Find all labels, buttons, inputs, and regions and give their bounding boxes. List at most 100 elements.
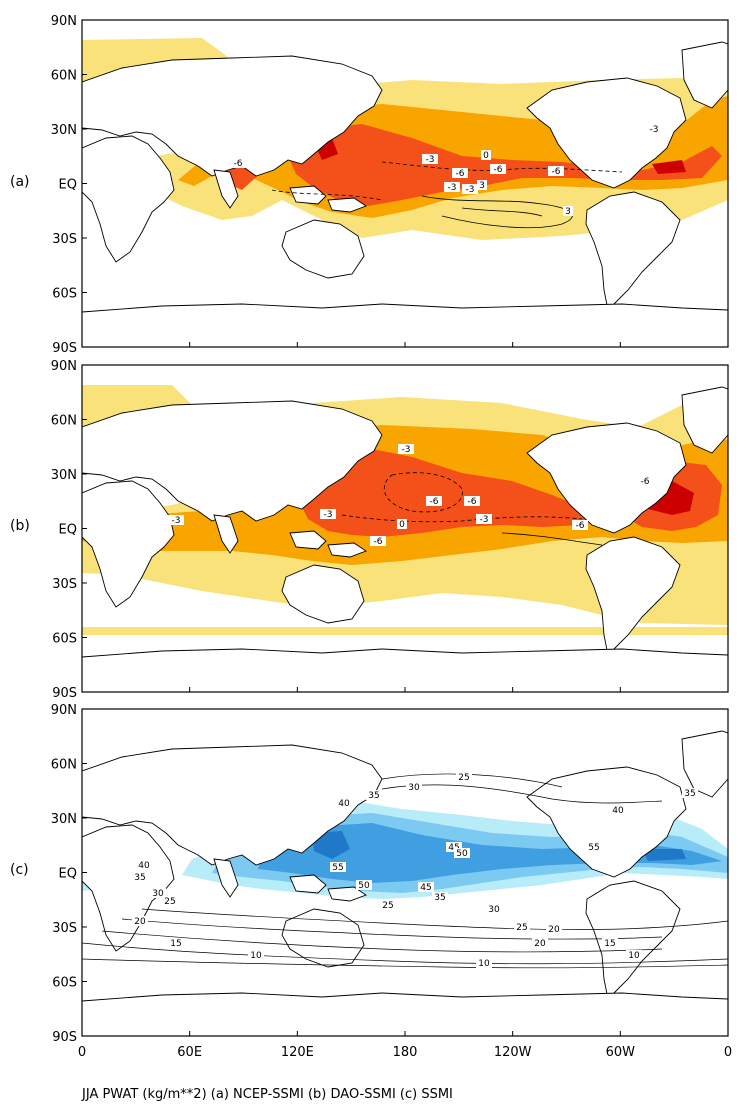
contour-label-bg	[610, 805, 626, 815]
panel-b-label: (b)	[10, 518, 30, 534]
contour-label: -6	[234, 159, 243, 169]
contour-label: 35	[368, 791, 379, 801]
contour-label: 20	[134, 917, 146, 927]
contour-label-bg	[320, 509, 336, 519]
contour-label-bg	[132, 872, 148, 882]
panel-b-contour-labels: -3-6 -6-6-3-3-3-6-60	[168, 444, 653, 547]
contour-label-bg	[397, 519, 407, 529]
contour-label-bg	[602, 938, 618, 948]
contour-label-bg	[336, 798, 352, 808]
contour-label: 3	[479, 181, 485, 191]
contour-label-bg	[230, 158, 246, 168]
lat-tick-label: 30N	[51, 123, 77, 138]
longitude-tick-labels: 0 60E 120E 180 120W 60W 0	[78, 342, 732, 1060]
contour-label-bg	[476, 514, 492, 524]
contour-label-bg	[418, 882, 434, 892]
contour-label: 25	[458, 773, 469, 783]
contour-label-bg	[572, 520, 588, 530]
contour-label: 30	[152, 889, 164, 899]
panel-c-contour-labels: 4035302545505540353025204550554035252015…	[132, 772, 698, 969]
contour-label: 40	[338, 799, 350, 809]
lat-tick-label: 30S	[52, 577, 77, 592]
lon-tick-label: 0	[724, 1045, 732, 1060]
contour-label-bg	[330, 862, 346, 872]
contour-label: -3	[480, 515, 489, 525]
lon-tick-label: 60E	[177, 1045, 202, 1060]
contour-label: 55	[588, 843, 599, 853]
contour-label-bg	[452, 168, 468, 178]
contour-label-bg	[426, 496, 442, 506]
contour-label: -3	[650, 125, 659, 135]
contour-label: -6	[494, 165, 503, 175]
contour-label-bg	[366, 790, 382, 800]
contour-label: 40	[612, 806, 624, 816]
panel-c-label: (c)	[10, 862, 29, 878]
contour-label: 25	[516, 923, 527, 933]
contour-label-bg	[486, 904, 502, 914]
contour-label: 10	[478, 959, 490, 969]
lon-tick-label: 120E	[281, 1045, 314, 1060]
lat-tick-label: 90N	[51, 703, 77, 718]
contour-label-bg	[398, 444, 414, 454]
contour-label-bg	[454, 848, 470, 858]
lon-tick-label: 60W	[606, 1045, 636, 1060]
contour-label-bg	[168, 515, 184, 525]
lat-tick-label: 30N	[51, 468, 77, 483]
contour-label: 55	[332, 863, 343, 873]
contour-label-bg	[546, 924, 562, 934]
contour-label: 10	[628, 951, 640, 961]
lat-tick-label: 90S	[52, 1030, 77, 1045]
contour-label-bg	[380, 900, 396, 910]
contour-label: 45	[420, 883, 431, 893]
contour-label: -6	[374, 537, 383, 547]
contour-label: -6	[576, 521, 585, 531]
contour-label: 30	[408, 783, 420, 793]
contour-label: 3	[565, 207, 571, 217]
contour-label: -3	[426, 155, 435, 165]
lat-tick-label: EQ	[59, 867, 77, 882]
contour-label: -6	[552, 167, 561, 177]
lat-tick-label: 60S	[52, 287, 77, 302]
contour-label-bg	[477, 180, 487, 190]
contour-label: 20	[548, 925, 560, 935]
lat-tick-label: 60S	[52, 632, 77, 647]
contour-label: 25	[382, 901, 393, 911]
contour-label-bg	[532, 938, 548, 948]
contour-label: -3	[324, 510, 333, 520]
contour-label-bg	[586, 842, 602, 852]
lat-tick-label: 30S	[52, 921, 77, 936]
contour-label-bg	[626, 950, 642, 960]
contour-label-bg	[456, 772, 472, 782]
contour-label: -6	[641, 477, 650, 487]
contour-label-bg	[132, 916, 148, 926]
contour-label: -3	[448, 183, 457, 193]
lat-tick-label: 30N	[51, 812, 77, 827]
contour-label-bg	[481, 150, 491, 160]
contour-label: 25	[164, 897, 175, 907]
lon-tick-label: 180	[393, 1045, 418, 1060]
contour-label: -3	[466, 185, 475, 195]
contour-label-bg	[248, 950, 264, 960]
contour-label: 50	[358, 881, 370, 891]
contour-label-bg	[462, 184, 478, 194]
contour-label: -6	[468, 497, 477, 507]
lat-tick-label: 90N	[51, 359, 77, 374]
panel-c: 4035302545505540353025204550554035252015…	[10, 708, 729, 1037]
contour-label: 35	[134, 873, 145, 883]
panel-b: -3-6 -6-6-3-3-3-6-60 (b)	[10, 364, 729, 693]
contour-label: 40	[138, 861, 150, 871]
contour-label: -6	[430, 497, 439, 507]
contour-label: 10	[250, 951, 262, 961]
contour-label-bg	[370, 536, 386, 546]
latitude-tick-labels: 90N 60N 30N EQ 30S 60S 90S 90N 60N 30N EQ 30S 60S 90S…	[51, 14, 87, 1045]
contour-label-bg	[444, 182, 460, 192]
panel-a-label: (a)	[10, 174, 30, 190]
lat-tick-label: EQ	[59, 523, 77, 538]
lon-tick-label: 120W	[494, 1045, 532, 1060]
contour-label-bg	[422, 154, 438, 164]
contour-label-bg	[637, 476, 653, 486]
contour-label: 0	[483, 151, 489, 161]
lat-tick-label: 90N	[51, 14, 77, 29]
